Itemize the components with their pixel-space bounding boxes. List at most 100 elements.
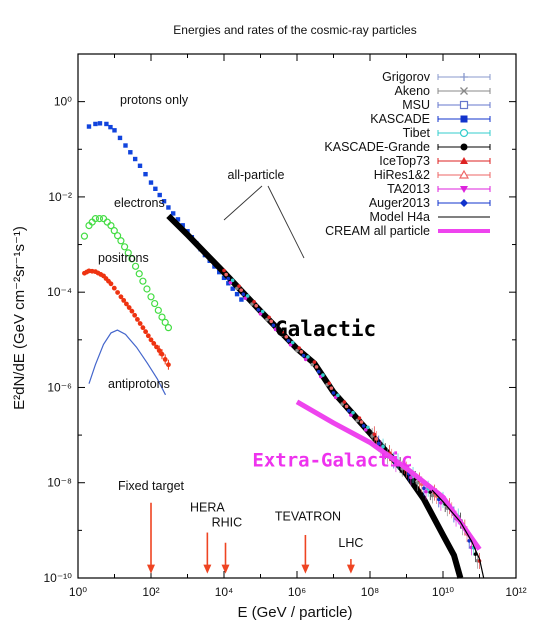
data-point: [237, 284, 241, 288]
region-labels: Galactic Extra-Galactic: [252, 317, 412, 471]
data-point: [262, 313, 267, 318]
data-point: [273, 327, 278, 332]
protons-point: [137, 163, 143, 168]
protons-point: [117, 135, 123, 141]
data-series: [80, 121, 485, 579]
legend-label: HiRes1&2: [374, 168, 430, 182]
legend-label: Grigorov: [382, 70, 431, 84]
electrons-point: [124, 249, 132, 257]
protons-point: [166, 205, 171, 210]
data-point: [290, 340, 295, 345]
protons-point: [148, 180, 154, 185]
extra_galactic-line: [295, 399, 482, 551]
data-point: [346, 408, 351, 413]
data-point: [428, 490, 433, 494]
legend-marker: [460, 143, 468, 151]
positrons-point: [108, 281, 114, 287]
protons-label: protons only: [120, 93, 189, 107]
electrons-point: [143, 285, 151, 293]
data-point: [331, 391, 336, 395]
region-label-extra-galactic: Extra-Galactic: [252, 449, 412, 471]
positrons-label: positrons: [98, 251, 149, 265]
data-point: [372, 432, 377, 437]
legend-marker: [460, 199, 468, 207]
series-data_points: [222, 268, 482, 569]
legend-label: MSU: [402, 98, 430, 112]
positrons-point: [124, 301, 129, 307]
legend-label: Akeno: [395, 84, 430, 98]
protons-point: [180, 223, 185, 228]
electrons-point: [151, 299, 159, 308]
legend-marker: [459, 128, 469, 138]
x-axis-label: E (GeV / particle): [237, 604, 352, 621]
data-point: [230, 278, 235, 283]
data-point: [250, 302, 254, 306]
positrons-point: [156, 348, 162, 353]
legend-label: KASCADE: [370, 112, 430, 126]
protons-point: [234, 291, 240, 297]
positrons-point: [132, 312, 138, 318]
electrons-point: [154, 306, 162, 314]
accelerator-arrowhead: [147, 564, 155, 574]
data-point: [299, 350, 304, 354]
data-point: [288, 342, 293, 347]
data-point: [363, 428, 368, 432]
positrons-point: [126, 305, 132, 310]
electrons-point: [139, 277, 147, 285]
legend-label: IceTop73: [379, 154, 430, 168]
data-point: [247, 298, 252, 302]
data-point: [353, 414, 357, 419]
electrons-point: [120, 243, 129, 251]
accelerator-label: LHC: [338, 536, 363, 550]
data-point: [349, 413, 353, 417]
series-electrons: [80, 215, 173, 332]
positrons-point: [129, 308, 135, 314]
protons-point: [153, 186, 158, 191]
legend-label: TA2013: [387, 182, 430, 196]
protons-point: [132, 156, 138, 162]
y-tick-label: 10⁻⁴: [47, 285, 72, 299]
legend-label: Model H4a: [370, 210, 430, 224]
x-tick-label: 10⁸: [361, 585, 379, 599]
y-axis-ticks: 10⁰ 10⁻² 10⁻⁴ 10⁻⁶ 10⁻⁸ 10⁻¹⁰: [44, 53, 516, 585]
positrons-point: [118, 294, 124, 300]
data-point: [312, 360, 317, 364]
data-point: [226, 276, 231, 281]
data-point: [284, 334, 289, 339]
electrons-point: [158, 313, 166, 321]
region-label-galactic: Galactic: [275, 317, 376, 341]
plot-area: 10⁰ 10² 10⁴ 10⁶ 10⁸ 10¹⁰ 10¹² 10⁰10⁻²10⁻⁴10⁻⁶1…: [44, 53, 527, 599]
data-point: [409, 475, 413, 480]
legend-marker: [460, 87, 468, 95]
accelerator-label: Fixed target: [118, 479, 185, 493]
electrons-point: [80, 232, 89, 240]
electrons-point: [135, 270, 143, 278]
positrons-point: [166, 362, 171, 368]
accelerator-arrowhead: [221, 564, 230, 574]
data-point: [278, 329, 282, 333]
chart-title: Energies and rates of the cosmic-ray par…: [173, 23, 416, 37]
data-point: [310, 362, 315, 367]
positrons-point: [148, 337, 154, 343]
legend-marker: [459, 100, 469, 110]
electrons-point: [128, 255, 136, 263]
x-axis-ticks: 10⁰ 10² 10⁴ 10⁶ 10⁸ 10¹⁰ 10¹²: [69, 54, 527, 599]
x-tick-label: 10⁶: [288, 585, 306, 599]
electrons-point: [99, 215, 108, 223]
data-point: [329, 386, 334, 390]
positrons-point: [135, 316, 140, 322]
data-point: [327, 381, 332, 386]
x-tick-label: 10¹²: [505, 585, 526, 599]
electrons-point: [103, 218, 111, 226]
all-particle-pointer: [223, 185, 263, 221]
antiprotons-line: [88, 329, 167, 396]
positrons-point: [115, 290, 121, 295]
y-axis-label: E²dN/dE (GeV cm⁻²sr⁻¹s⁻¹): [11, 226, 28, 410]
electrons-point: [95, 215, 104, 223]
data-point: [301, 353, 306, 358]
electrons-label: electrons: [114, 196, 165, 210]
model_h4a-line: [431, 489, 485, 579]
accelerator-arrowhead: [203, 564, 212, 574]
protons-point: [143, 171, 148, 177]
